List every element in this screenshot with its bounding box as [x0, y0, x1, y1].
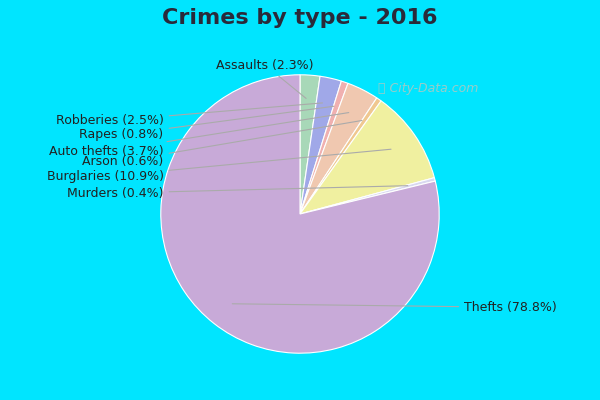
Wedge shape	[300, 98, 381, 214]
Wedge shape	[300, 178, 435, 214]
Text: Arson (0.6%): Arson (0.6%)	[82, 120, 362, 168]
Text: Rapes (0.8%): Rapes (0.8%)	[79, 106, 334, 141]
Text: Burglaries (10.9%): Burglaries (10.9%)	[47, 149, 391, 183]
Text: Murders (0.4%): Murders (0.4%)	[67, 186, 408, 200]
Text: Thefts (78.8%): Thefts (78.8%)	[232, 301, 557, 314]
Wedge shape	[300, 76, 341, 214]
Text: Robberies (2.5%): Robberies (2.5%)	[56, 103, 322, 127]
Wedge shape	[300, 101, 434, 214]
Text: ⓘ City-Data.com: ⓘ City-Data.com	[378, 82, 478, 95]
Wedge shape	[161, 75, 439, 353]
Text: Auto thefts (3.7%): Auto thefts (3.7%)	[49, 112, 349, 158]
Text: Crimes by type - 2016: Crimes by type - 2016	[162, 8, 438, 28]
Wedge shape	[300, 75, 320, 214]
Wedge shape	[300, 81, 348, 214]
Text: Assaults (2.3%): Assaults (2.3%)	[217, 58, 314, 98]
Wedge shape	[300, 83, 377, 214]
